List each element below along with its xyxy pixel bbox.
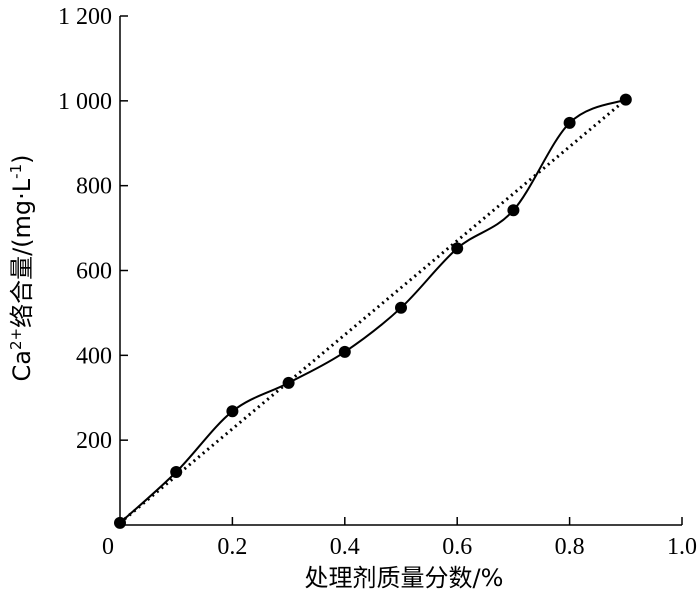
data-point [226, 405, 239, 418]
y-tick-label: 400 [76, 343, 112, 369]
y-axis-title-sup2: -1 [7, 164, 25, 179]
data-point [507, 204, 520, 217]
fit-line [119, 98, 627, 525]
y-tick-label: 800 [76, 174, 112, 200]
y-axis-title-main: Ca [8, 350, 36, 381]
y-tick-label: 1 000 [58, 89, 112, 115]
x-tick-label: 0.4 [330, 534, 360, 560]
data-point [563, 116, 576, 129]
y-axis-title-end: ) [8, 155, 36, 164]
y-tick-label: 1 200 [58, 4, 112, 30]
data-point [114, 516, 126, 529]
data-point [395, 301, 407, 314]
series-line [119, 98, 627, 524]
tick-labels: 0 0.2 0.4 0.6 0.8 1.0 200 400 600 800 1 000 1 200 [58, 4, 697, 560]
x-tick-label: 0.2 [217, 534, 247, 560]
y-tick-label: 600 [76, 259, 112, 285]
series-layer [114, 93, 632, 529]
data-point [282, 376, 295, 389]
y-axis-title-sup1: 2+ [7, 328, 25, 350]
x-tick-label: 0.8 [555, 534, 585, 560]
x-axis-title: 处理剂质量分数/% [305, 564, 504, 592]
data-point [170, 466, 183, 478]
data-point [338, 345, 351, 358]
x-tick-label: 0 [102, 534, 114, 560]
y-tick-label: 200 [76, 428, 112, 454]
x-tick-label: 1.0 [667, 534, 697, 560]
ticks [120, 15, 683, 525]
y-axis-title-mid: 络合量/(mg·L [8, 178, 36, 328]
x-tick-label: 0.6 [442, 534, 472, 560]
data-point [451, 242, 464, 255]
data-point [619, 93, 632, 106]
axes [119, 16, 682, 526]
y-axis-title: Ca2+络合量/(mg·L-1) [7, 155, 36, 382]
